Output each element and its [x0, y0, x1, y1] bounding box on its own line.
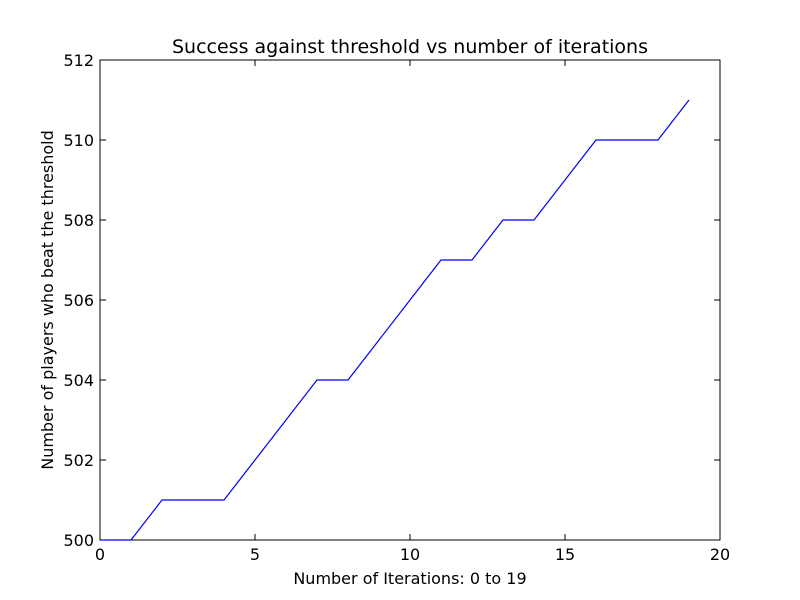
x-tick-label: 15 [555, 545, 575, 564]
x-axis: 0 5 10 15 20 [95, 60, 730, 564]
y-tick-label: 508 [63, 211, 94, 230]
y-tick-label: 510 [63, 131, 94, 150]
x-axis-label: Number of Iterations: 0 to 19 [293, 569, 526, 588]
x-tick-label: 20 [710, 545, 730, 564]
chart-title: Success against threshold vs number of i… [172, 36, 648, 58]
y-axis: 500 502 504 506 508 510 512 [63, 51, 720, 550]
series-line [100, 99, 690, 541]
x-tick-label: 10 [400, 545, 420, 564]
y-tick-label: 512 [63, 51, 94, 70]
y-tick-label: 506 [63, 291, 94, 310]
y-tick-label: 500 [63, 531, 94, 550]
y-tick-label: 504 [63, 371, 94, 390]
y-tick-label: 502 [63, 451, 94, 470]
y-axis-label: Number of players who beat the threshold [38, 130, 57, 470]
x-tick-label: 5 [250, 545, 260, 564]
x-tick-label: 0 [95, 545, 105, 564]
